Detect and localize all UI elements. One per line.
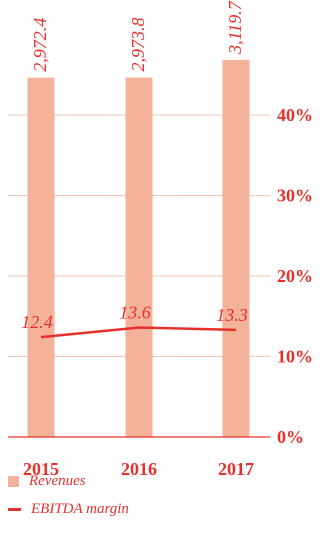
- ebitda-margin-value-label: 13.6: [119, 303, 151, 323]
- legend-revenues-swatch: [8, 476, 19, 487]
- revenue-value-label: 2,973.8: [128, 18, 148, 72]
- y2-tick-label: 0%: [277, 427, 304, 447]
- revenue-bar: [27, 77, 55, 437]
- revenue-bar: [125, 77, 153, 438]
- legend-revenues: Revenues: [8, 473, 86, 490]
- revenue-value-label: 3,119.7: [225, 0, 245, 55]
- axes: 0% 10% 20% 30% 40% 2015 2016 2017: [8, 105, 313, 479]
- ebitda-margin-labels: 12.4 13.6 13.3: [21, 303, 248, 333]
- legend-ebitda-margin: EBITDA margin: [8, 501, 129, 518]
- ebitda-margin-line: [40, 326, 237, 339]
- y2-tick-label: 40%: [277, 105, 313, 125]
- y2-tick-label: 10%: [277, 347, 313, 367]
- y2-tick-label: 30%: [277, 186, 313, 206]
- revenue-bar: [222, 59, 250, 437]
- legend-ebitda-margin-label: EBITDA margin: [31, 501, 129, 517]
- ebitda-margin-value-label: 13.3: [216, 305, 248, 325]
- revenue-labels: 2,972.4 2,973.8 3,119.7: [30, 0, 245, 71]
- ebitda-margin-value-label: 12.4: [21, 312, 53, 332]
- x-tick-label: 2016: [121, 459, 157, 479]
- legend-revenues-label: Revenues: [29, 473, 86, 489]
- revenue-value-label: 2,972.4: [30, 18, 50, 72]
- x-tick-label: 2017: [218, 459, 254, 479]
- x-tick-label: 2015: [23, 459, 59, 479]
- y2-tick-label: 20%: [277, 266, 313, 286]
- legend-ebitda-margin-swatch: [8, 508, 21, 511]
- revenue-bars: [27, 59, 250, 438]
